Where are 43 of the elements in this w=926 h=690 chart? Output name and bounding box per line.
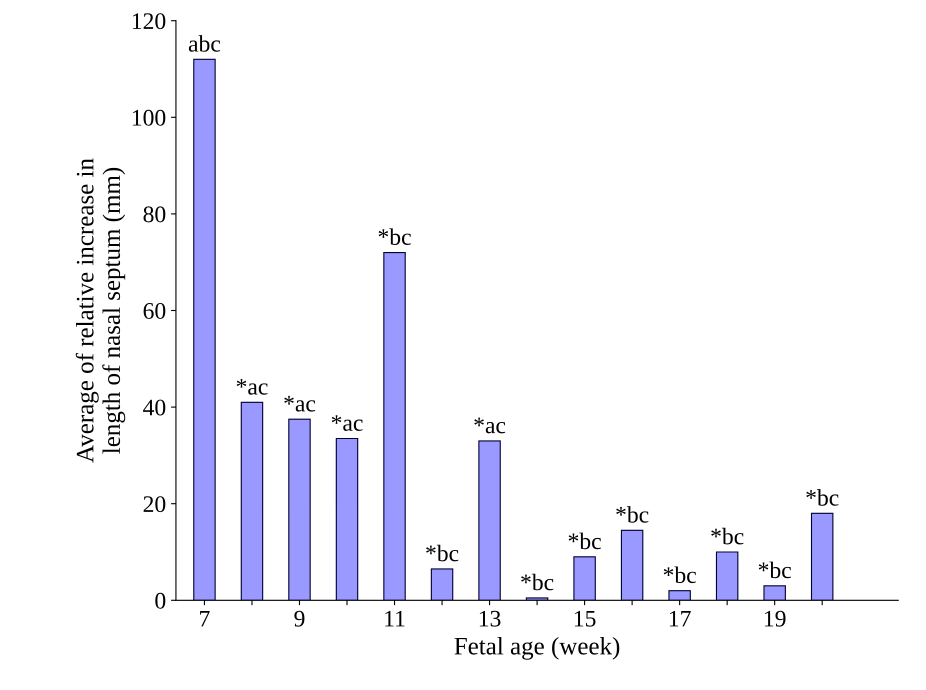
bar [336, 438, 358, 600]
x-tick-label: 19 [764, 610, 786, 627]
bar [810, 512, 834, 600]
bar [240, 402, 264, 600]
bar [573, 556, 596, 600]
data-label: *bc [664, 566, 696, 584]
x-tick-label: 17 [670, 610, 691, 626]
data-label: *bc [806, 489, 839, 506]
bar [763, 585, 786, 600]
y-tick-label: 120 [132, 13, 166, 30]
x-tick-label: 13 [480, 610, 500, 627]
data-label: *ac [332, 415, 363, 431]
y-tick-label: 80 [144, 206, 166, 222]
data-label: *bc [378, 228, 411, 245]
y-tick-label: 0 [155, 592, 166, 609]
x-tick-label: 9 [294, 610, 304, 627]
data-label: *ac [284, 396, 316, 412]
bar [478, 440, 501, 600]
x-tick-label: 15 [574, 610, 596, 627]
data-label: *bc [426, 544, 458, 562]
x-tick-label: 11 [385, 610, 404, 626]
data-label: *ac [474, 418, 506, 434]
data-label: *bc [568, 532, 601, 550]
bar [288, 418, 311, 600]
x-tick-label: 7 [200, 610, 210, 626]
data-label: *bc [758, 562, 791, 578]
data-label: *ac [236, 379, 268, 395]
data-label: *bc [521, 574, 554, 590]
bar [430, 568, 454, 600]
bar [716, 551, 738, 600]
y-tick-label: 60 [144, 302, 166, 319]
x-axis-title: Fetal age (week) [454, 636, 620, 660]
bar [193, 58, 216, 600]
y-tick-label: 40 [143, 400, 166, 416]
bar [383, 252, 406, 600]
bar [620, 530, 644, 600]
y-tick-label: 100 [132, 110, 166, 126]
data-label: *bc [616, 506, 648, 523]
y-tick-label: 20 [144, 496, 166, 512]
y-axis-title: Average of relative increase in length of nasal septum (mm) [76, 158, 126, 463]
data-label: abc [188, 35, 220, 52]
data-label: *bc [711, 528, 744, 544]
bar [668, 590, 691, 600]
